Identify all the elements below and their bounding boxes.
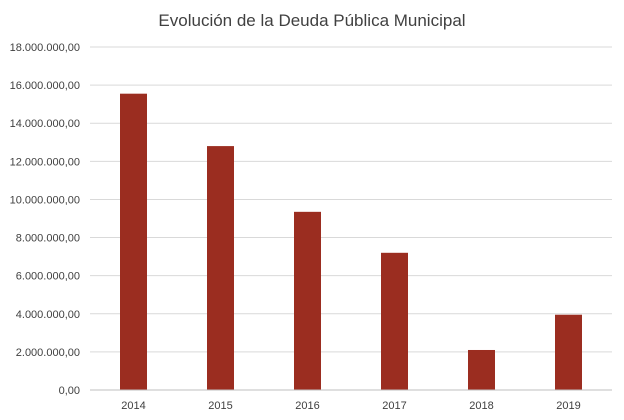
- bar-2018: [468, 349, 495, 390]
- chart-title: Evolución de la Deuda Pública Municipal: [158, 11, 465, 30]
- x-tick-label: 2017: [382, 400, 406, 412]
- x-tick-label: 2016: [295, 400, 319, 412]
- bar-2019: [555, 314, 582, 390]
- x-tick-label: 2018: [469, 400, 493, 412]
- y-tick-label: 16.000.000,00: [10, 80, 80, 92]
- x-tick-label: 2019: [556, 400, 580, 412]
- bar-2014: [120, 93, 147, 391]
- bar-2015: [207, 146, 234, 390]
- y-tick-label: 0,00: [59, 385, 80, 397]
- y-tick-label: 10.000.000,00: [10, 194, 80, 206]
- x-axis-tick-labels: 2014 2015 2016 2017 2018 2019: [121, 400, 580, 412]
- y-tick-label: 2.000.000,00: [16, 347, 80, 359]
- y-tick-label: 6.000.000,00: [16, 271, 80, 283]
- y-axis-tick-labels: 0,00 2.000.000,00 4.000.000,00 6.000.000,00…: [10, 42, 80, 397]
- gridlines: [90, 46, 612, 353]
- y-tick-label: 4.000.000,00: [16, 309, 80, 321]
- y-tick-label: 12.000.000,00: [10, 156, 80, 168]
- y-tick-label: 8.000.000,00: [16, 233, 80, 245]
- x-tick-label: 2014: [121, 400, 145, 412]
- bar-2017: [381, 252, 408, 390]
- bar-2016: [294, 211, 321, 390]
- y-tick-label: 18.000.000,00: [10, 42, 80, 54]
- x-tick-label: 2015: [208, 400, 232, 412]
- y-tick-label: 14.000.000,00: [10, 118, 80, 130]
- bars: [120, 93, 582, 391]
